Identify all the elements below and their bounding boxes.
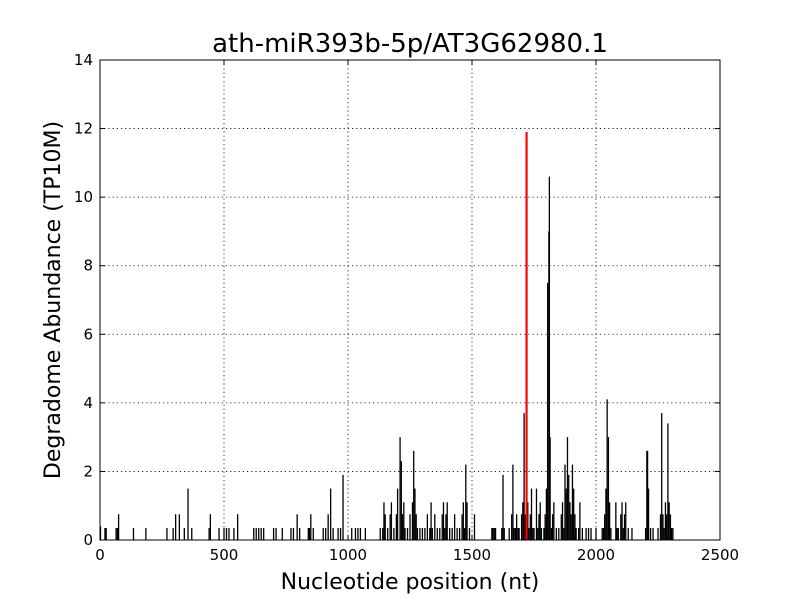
grid — [100, 60, 720, 540]
y-tick-label: 0 — [83, 531, 93, 549]
x-axis-label: Nucleotide position (nt) — [281, 570, 540, 595]
y-tick-label: 14 — [74, 51, 93, 69]
x-tick-label: 1500 — [453, 546, 491, 564]
y-tick-label: 8 — [83, 257, 93, 275]
x-tick-label: 2000 — [577, 546, 615, 564]
bars — [99, 176, 674, 540]
y-tick-label: 10 — [74, 188, 93, 206]
y-tick-label: 4 — [83, 394, 93, 412]
x-tick-label: 0 — [95, 546, 105, 564]
y-tick-label: 6 — [83, 325, 93, 343]
x-tick-label: 500 — [210, 546, 239, 564]
y-tick-label: 12 — [74, 120, 93, 138]
x-tick-label: 1000 — [329, 546, 367, 564]
x-tick-label: 2500 — [701, 546, 739, 564]
plot-frame — [99, 59, 721, 541]
y-tick-label: 2 — [83, 462, 93, 480]
ticks: 0 500 1000 1500 2000 2500 0 2 4 6 8 10 12 14 — [74, 51, 739, 564]
y-axis-label: Degradome Abundance (TP10M) — [41, 121, 66, 479]
chart-title: ath-miR393b-5p/AT3G62980.1 — [212, 29, 608, 59]
